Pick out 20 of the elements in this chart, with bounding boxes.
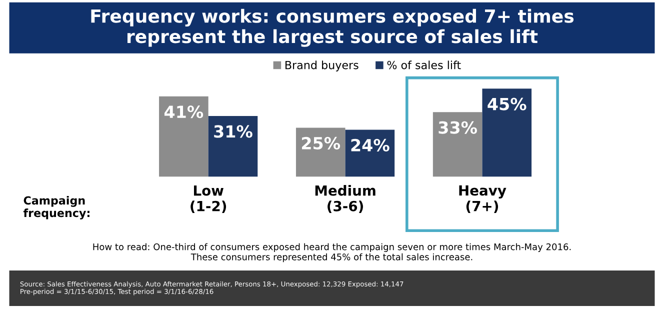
legend-label: % of sales lift xyxy=(387,60,461,70)
chart-title: Frequency works: consumers exposed 7+ times represent the largest source of sales lift xyxy=(91,8,574,47)
bar xyxy=(345,130,395,177)
data-label: 41% xyxy=(164,106,204,118)
x-axis-title: Campaign frequency: xyxy=(23,196,90,220)
x-tick-label: Low (1-2) xyxy=(190,185,226,213)
bar xyxy=(432,112,482,177)
data-label: 33% xyxy=(438,121,477,134)
bar xyxy=(296,128,346,177)
legend-label: Brand buyers xyxy=(285,60,358,72)
bar xyxy=(482,88,532,177)
bar xyxy=(159,96,208,177)
x-tick-label: Medium (3-6) xyxy=(315,185,376,213)
data-label: 31% xyxy=(214,125,252,138)
x-tick-label: Heavy (7+) xyxy=(459,185,506,213)
data-label: 25% xyxy=(302,136,340,150)
text: How to read: One-third of consumers exposed heard the campaign seven or more times March-May 2016. These consumers represented 45% of the total sales increase. xyxy=(93,243,571,262)
data-label: 24% xyxy=(351,138,390,152)
bar xyxy=(208,116,258,177)
data-label: 45% xyxy=(488,98,526,110)
